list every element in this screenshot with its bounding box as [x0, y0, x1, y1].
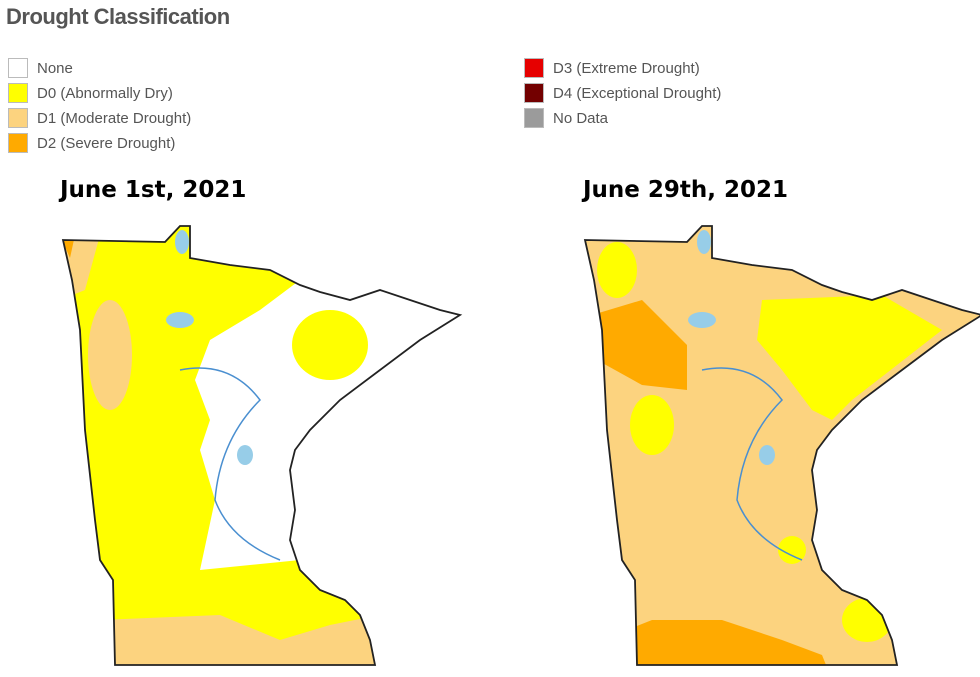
legend-swatch: [524, 108, 544, 128]
legend-label: D1 (Moderate Drought): [37, 109, 192, 127]
legend-label: No Data: [553, 109, 609, 127]
legend-label: D0 (Abnormally Dry): [37, 84, 173, 102]
title: Drought Classification: [6, 4, 230, 29]
legend-item: D0 (Abnormally Dry): [8, 82, 173, 104]
legend-item: D2 (Severe Drought): [8, 132, 175, 154]
legend-item: No Data: [524, 107, 608, 129]
legend-label: D2 (Severe Drought): [37, 134, 176, 152]
map-june-29: [584, 225, 980, 666]
legend-swatch: [8, 108, 28, 128]
legend-label: None: [37, 59, 73, 77]
legend-item: None: [8, 57, 73, 79]
legend-swatch: [524, 58, 544, 78]
legend-item: D3 (Extreme Drought): [524, 57, 700, 79]
legend-swatch: [8, 58, 28, 78]
legend-item: D1 (Moderate Drought): [8, 107, 191, 129]
legend-swatch: [8, 83, 28, 103]
legend-label: D3 (Extreme Drought): [553, 59, 700, 77]
legend-swatch: [8, 133, 28, 153]
map-label: June 29th, 2021: [581, 177, 788, 203]
legend-swatch: [524, 83, 544, 103]
map-june-1: [62, 225, 461, 666]
legend-item: D4 (Exceptional Drought): [524, 82, 721, 104]
legend-label: D4 (Exceptional Drought): [553, 84, 722, 102]
map-label: June 1st, 2021: [58, 177, 246, 203]
